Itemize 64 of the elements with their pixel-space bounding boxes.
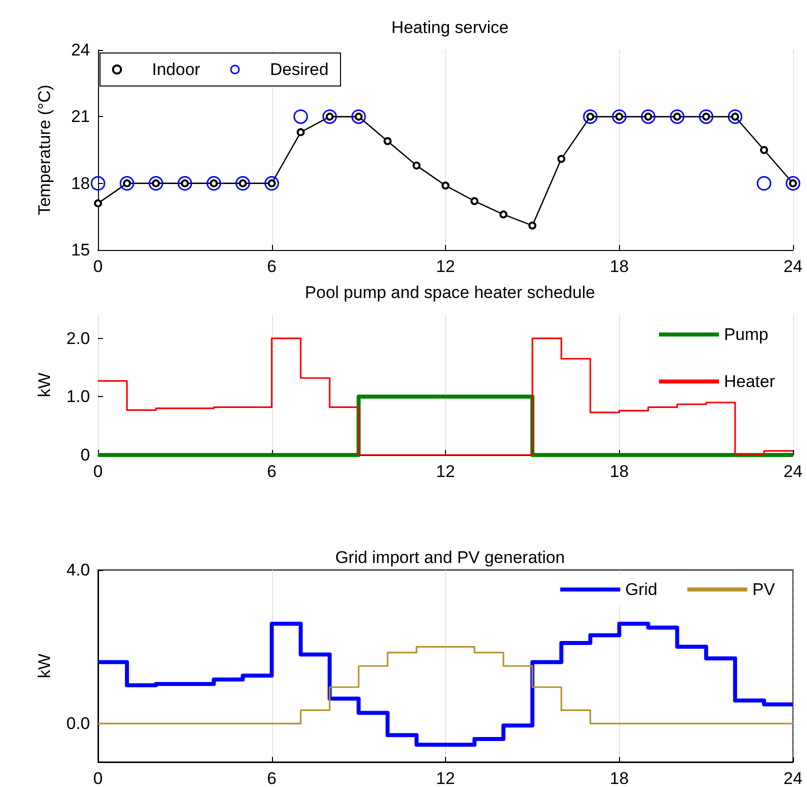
x-tick-label: 0 xyxy=(93,462,103,481)
point xyxy=(120,176,134,191)
x-tick-label: 0 xyxy=(93,257,103,276)
x-tick-label: 18 xyxy=(610,257,629,276)
x-tick-label: 0 xyxy=(93,769,103,787)
point xyxy=(412,162,421,170)
y-tick-label: 15 xyxy=(71,240,90,260)
x-tick-label: 12 xyxy=(436,462,455,481)
point xyxy=(557,154,566,163)
chart-title: Pool pump and space heater schedule xyxy=(304,283,596,302)
x-tick-label: 6 xyxy=(267,257,276,276)
point xyxy=(756,176,772,191)
chart-title: Grid import and PV generation xyxy=(335,548,565,567)
x-tick-label: 6 xyxy=(267,769,276,787)
y-tick-label: 18 xyxy=(71,174,90,193)
point xyxy=(178,176,192,191)
point xyxy=(698,109,714,124)
y-tick-label: 4.0 xyxy=(66,560,90,580)
point xyxy=(90,176,106,191)
legend-label: Grid xyxy=(625,580,658,599)
point xyxy=(351,109,366,124)
point xyxy=(728,109,742,124)
x-tick-label: 24 xyxy=(784,257,802,276)
point xyxy=(293,109,308,124)
y-axis-title: kW xyxy=(35,654,54,678)
legend-label: PV xyxy=(752,580,776,599)
x-tick-label: 18 xyxy=(610,769,629,787)
y-tick-label: 21 xyxy=(71,107,90,126)
point xyxy=(470,197,478,206)
point xyxy=(264,176,279,191)
point xyxy=(583,109,598,124)
point xyxy=(442,182,450,190)
y-axis-title: kW xyxy=(35,372,54,398)
point xyxy=(322,109,337,124)
point xyxy=(499,210,508,218)
point xyxy=(296,128,305,136)
point xyxy=(612,109,626,124)
legend-label: Indoor xyxy=(152,60,201,79)
legend-label: Desired xyxy=(270,60,329,79)
y-tick-label: 24 xyxy=(71,40,90,60)
point xyxy=(148,176,164,191)
point xyxy=(528,222,536,230)
legend-label: Pump xyxy=(724,325,768,344)
y-tick-label: 1.0 xyxy=(66,387,90,406)
x-tick-label: 12 xyxy=(436,257,455,276)
point xyxy=(786,176,800,191)
point xyxy=(384,137,392,146)
y-tick-label: 2.0 xyxy=(66,328,90,348)
point xyxy=(640,109,656,124)
x-tick-label: 24 xyxy=(784,462,802,481)
x-tick-label: 24 xyxy=(784,769,802,787)
y-tick-label: 0.0 xyxy=(66,714,90,734)
x-tick-label: 18 xyxy=(610,462,629,481)
y-tick-label: 0 xyxy=(80,446,90,464)
point xyxy=(236,176,250,191)
point xyxy=(94,199,102,208)
point xyxy=(670,109,684,124)
x-tick-label: 12 xyxy=(436,769,455,787)
x-tick-label: 6 xyxy=(267,462,276,481)
legend-label: Heater xyxy=(724,372,776,391)
chart-title: Heating service xyxy=(391,18,509,37)
point xyxy=(206,176,222,191)
y-axis-title: Temperature (°C) xyxy=(35,84,54,216)
point xyxy=(760,146,768,154)
